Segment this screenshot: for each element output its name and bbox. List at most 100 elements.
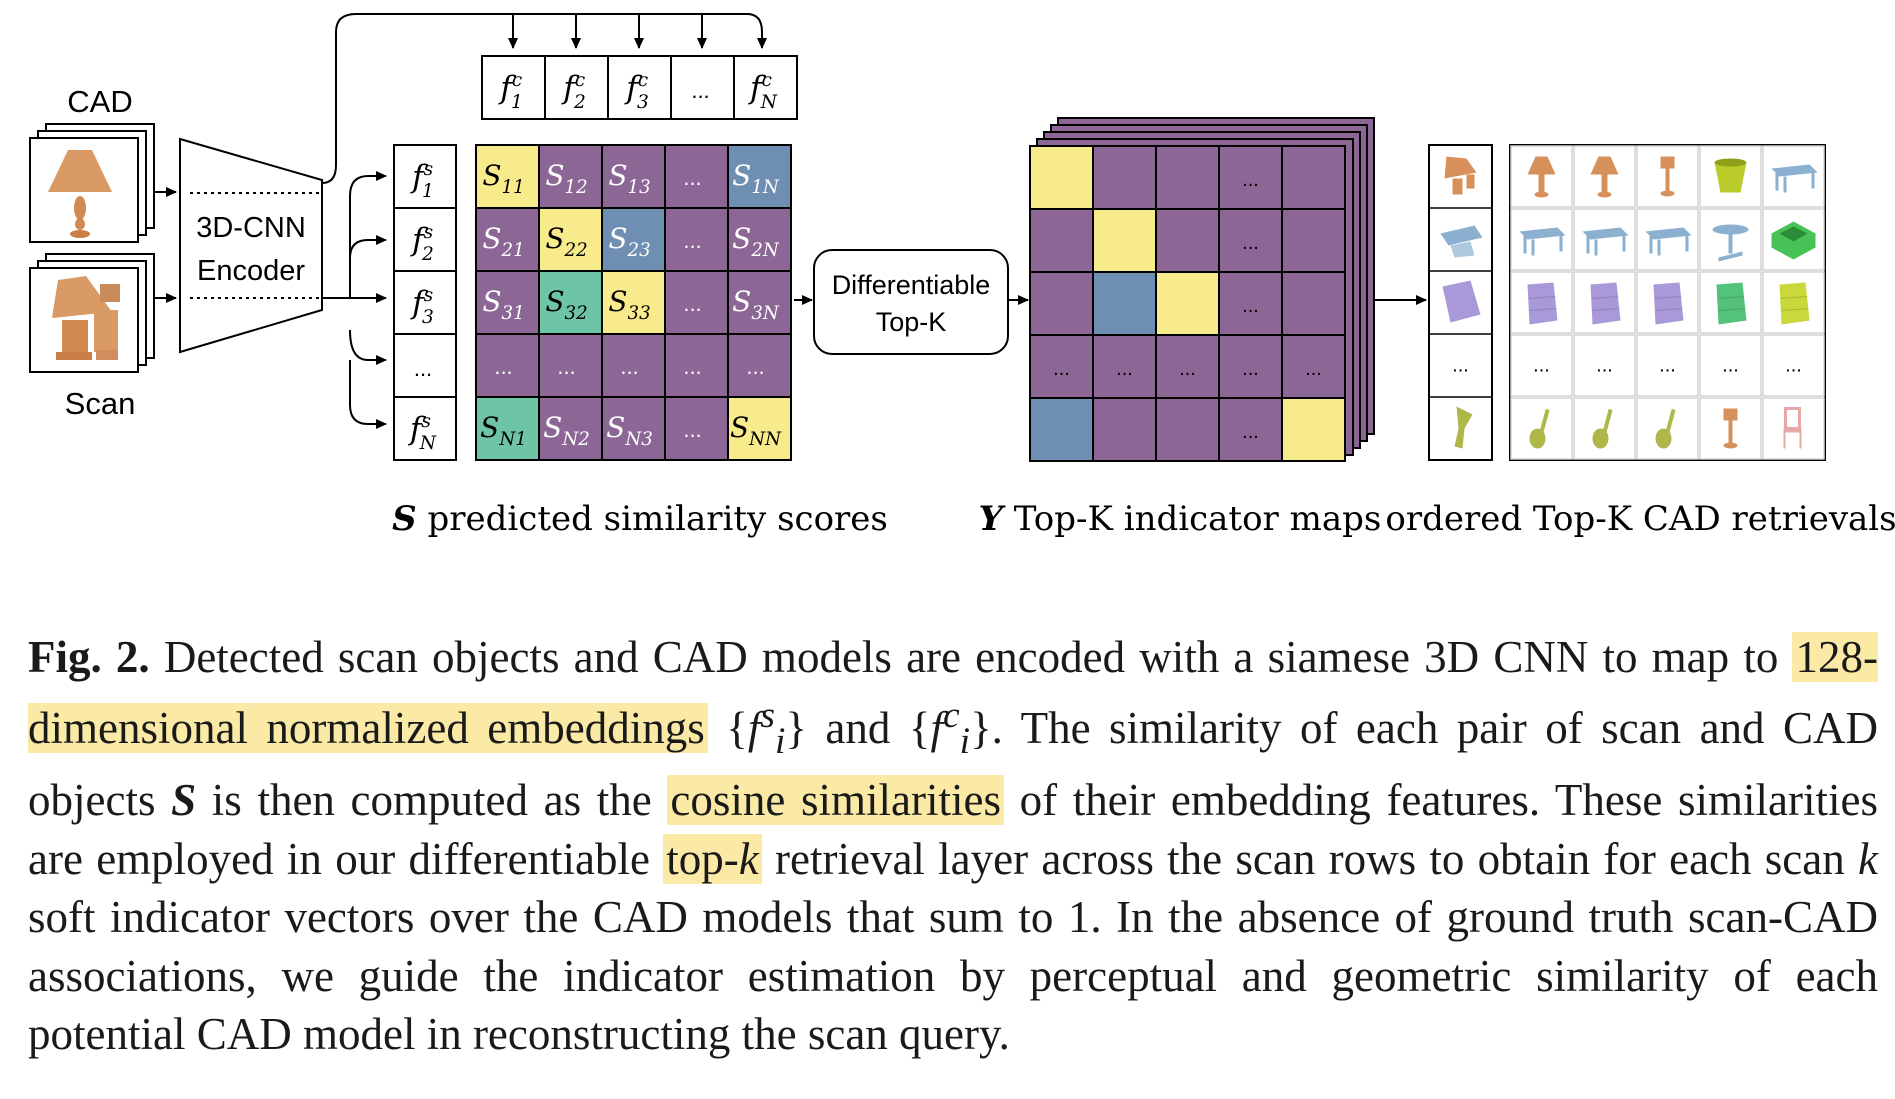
math-sub-i-cad: i	[959, 720, 971, 762]
topk-label-line1: Differentiable	[832, 270, 991, 300]
indicator-cell	[1155, 397, 1220, 462]
cad-feature-cell	[670, 55, 735, 120]
similarity-cell	[601, 396, 666, 461]
math-s-symbol: S	[171, 775, 197, 825]
pipeline-diagram: CAD Scan 3D-CNN Encoder	[29, 13, 1895, 539]
table-icon	[1645, 227, 1692, 256]
caption-brace-1: {	[707, 702, 748, 753]
similarity-cell-label: S21	[482, 222, 524, 261]
chair-icon	[1783, 407, 1802, 449]
indicator-cell-label: ...	[1053, 358, 1070, 380]
indicator-cell	[1281, 145, 1346, 210]
similarity-cell	[475, 396, 540, 461]
indicator-cell	[1281, 271, 1346, 336]
similarity-cell-label: ...	[620, 354, 638, 379]
similarity-cell-label: S31	[482, 285, 524, 324]
scan-feature-label: ...	[414, 356, 432, 381]
result-cell	[1636, 334, 1699, 397]
similarity-cell-label: S2N	[732, 222, 780, 261]
cad-input-stack	[29, 123, 155, 243]
indicator-cell	[1092, 271, 1157, 336]
ellipsis-icon: ...	[1659, 355, 1676, 377]
indicator-cell	[1281, 208, 1346, 273]
figure-caption: Fig. 2. Detected scan objects and CAD mo…	[28, 628, 1878, 1064]
retrieval-grid: ..................	[1428, 144, 1826, 461]
ellipsis-icon: ...	[1785, 355, 1802, 377]
encoder-label-line2: Encoder	[197, 255, 305, 287]
lamp-icon	[1590, 156, 1619, 198]
similarity-scores-label: S predicted similarity scores	[392, 499, 888, 539]
indicator-cell	[1281, 334, 1346, 399]
indicator-cell	[1155, 208, 1220, 273]
indicator-cell	[1218, 271, 1283, 336]
scan-feature-arrows	[322, 171, 387, 429]
scan-feature-label: fs N	[408, 411, 437, 454]
result-cell	[1573, 208, 1636, 271]
encoder-label-line1: 3D-CNN	[196, 212, 306, 244]
indicator-maps-label: Y Top-K indicator maps	[979, 499, 1382, 539]
scan-feature-cell	[393, 144, 457, 209]
caption-text-6: soft indicator vectors over the CAD mode…	[28, 892, 1878, 1059]
similarity-cell-label: S1N	[732, 159, 780, 198]
math-f-scan: f	[747, 702, 761, 753]
similarity-cell-label: SN1	[480, 411, 527, 450]
similarity-cell-label: ...	[683, 228, 701, 253]
scan-label: Scan	[65, 386, 136, 421]
differentiable-topk-block: Differentiable Top-K	[813, 249, 1009, 355]
scan-input-stack	[29, 253, 155, 373]
table-scan-icon	[1440, 225, 1483, 258]
similarity-matrix: S11 S12 S13... S1N S21 S22 S23... S2N S31 S32 S33.…	[475, 144, 792, 461]
math-sup-s: s	[760, 694, 775, 736]
indicator-cell-label: ...	[1242, 169, 1259, 191]
indicator-cell-label: ...	[1242, 295, 1259, 317]
similarity-cell-label: SN2	[543, 411, 590, 450]
math-sub-i-scan: i	[774, 720, 786, 762]
scan-feature-label: fs 2	[410, 222, 434, 265]
result-cell	[1762, 334, 1825, 397]
cabinet-icon	[1779, 282, 1810, 325]
indicator-cell	[1092, 334, 1157, 399]
cabinet-icon	[1716, 282, 1747, 325]
cabinet-icon	[1590, 282, 1621, 325]
ellipsis-icon: ...	[1596, 355, 1613, 377]
table-icon	[1771, 164, 1818, 193]
similarity-cell	[538, 333, 603, 398]
scan-feature-cell	[393, 396, 457, 461]
indicator-cell	[1029, 271, 1094, 336]
cabinet-icon	[1653, 282, 1684, 325]
math-k: k	[1858, 833, 1879, 884]
cad-feature-row: fc 1 fc 2 fc 3... fc N	[481, 55, 798, 120]
lamp-icon	[1527, 156, 1556, 198]
caption-text-5: retrieval layer across the scan rows to …	[761, 833, 1859, 884]
cad-feature-label: ...	[691, 78, 709, 103]
scan-feature-label: fs 1	[410, 159, 434, 202]
indicator-cell	[1092, 145, 1157, 210]
similarity-cell	[538, 396, 603, 461]
indicator-map: ...........................	[1029, 145, 1346, 462]
ellipsis-icon: ...	[1452, 355, 1469, 377]
indicator-cell-label: ...	[1305, 358, 1322, 380]
cad-label: CAD	[67, 84, 132, 119]
similarity-cell	[538, 144, 603, 209]
similarity-cell-label: S23	[608, 222, 650, 261]
result-cell	[1573, 334, 1636, 397]
similarity-cell	[475, 144, 540, 209]
indicator-cell-label: ...	[1242, 232, 1259, 254]
result-cell	[1636, 397, 1699, 460]
similarity-cell-label: ...	[746, 354, 764, 379]
scan-feature-column: fs 1 fs 2 fs 3... fs N	[393, 144, 457, 461]
similarity-cell	[727, 270, 792, 335]
result-cell	[1762, 145, 1825, 208]
cad-feature-label: fc 1	[498, 70, 523, 113]
caption-text-2: }. The similarity of each pair of scan a…	[28, 702, 1879, 826]
similarity-cell-label: S13	[608, 159, 650, 198]
encoder-block: 3D-CNN Encoder	[179, 137, 323, 354]
math-sup-c: c	[943, 694, 960, 736]
lamp-scan-icon	[1444, 156, 1477, 195]
indicator-cell	[1281, 397, 1346, 462]
lamp-scan-thumbnail-icon	[52, 276, 120, 360]
indicator-cell	[1155, 145, 1220, 210]
highlight-cosine: cosine similarities	[667, 775, 1004, 825]
s-symbol: S	[392, 499, 417, 539]
result-cell	[1699, 397, 1762, 460]
